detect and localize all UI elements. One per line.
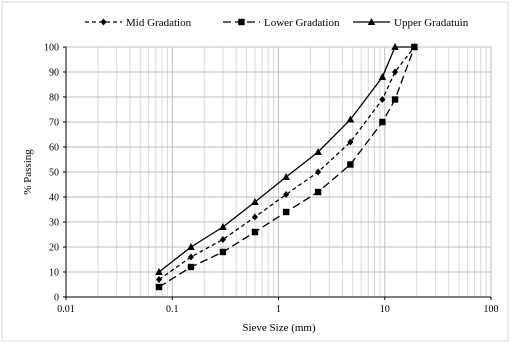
- series-line: [158, 46, 415, 273]
- data-point-diamond: [283, 191, 290, 198]
- data-point-triangle: [251, 198, 259, 205]
- data-point-square: [379, 118, 386, 126]
- y-tick-label: 10: [49, 268, 59, 279]
- series-2: [155, 43, 419, 275]
- data-point-diamond: [251, 213, 258, 221]
- data-point-square: [187, 263, 195, 271]
- axis-layer: 0.01 0.1 1 10 100 0 10 20 30 40 50 60 70 80 90 100: [44, 43, 499, 316]
- legend-item: Mid Gradation: [85, 17, 192, 29]
- data-point-triangle: [314, 148, 322, 155]
- data-point-square: [251, 228, 259, 236]
- y-tick-label: 70: [49, 118, 59, 129]
- legend-label: Mid Gradation: [126, 17, 192, 29]
- y-tick-label: 100: [44, 43, 59, 54]
- data-point-triangle: [282, 173, 290, 180]
- legend: Mid Gradation Lower Gradation Upper Gradat…: [85, 17, 469, 29]
- series-line: [158, 46, 415, 281]
- x-tick-label: 0.01: [57, 304, 75, 315]
- data-point-square: [238, 18, 245, 26]
- data-point-square: [347, 161, 354, 168]
- data-point-square: [282, 208, 290, 216]
- data-point-diamond: [187, 253, 194, 261]
- y-tick-label: 80: [49, 93, 59, 104]
- y-tick-label: 0: [54, 293, 59, 304]
- data-point-triangle: [219, 223, 227, 230]
- data-point-triangle: [367, 18, 376, 25]
- data-point-diamond: [219, 236, 226, 243]
- y-tick-label: 40: [49, 193, 59, 204]
- data-point-square: [314, 188, 322, 196]
- data-point-diamond: [347, 138, 354, 146]
- x-tick-label: 10: [380, 304, 390, 315]
- legend-item: Lower Gradation: [223, 17, 340, 29]
- x-tick-label: 100: [484, 304, 499, 315]
- legend-item: Upper Gradatuin: [353, 17, 469, 29]
- x-tick-label: 1: [276, 304, 281, 315]
- data-point-triangle: [378, 73, 387, 80]
- data-point-triangle: [346, 115, 355, 123]
- data-point-triangle: [155, 268, 163, 275]
- y-tick-label: 50: [49, 168, 59, 179]
- series-line: [158, 46, 416, 288]
- x-axis-title: Sieve Size (mm): [242, 322, 316, 334]
- data-point-triangle: [187, 243, 195, 250]
- x-tick-label: 0.1: [166, 304, 179, 315]
- data-point-square: [155, 283, 163, 291]
- y-tick-label: 20: [49, 243, 59, 254]
- y-tick-label: 90: [49, 68, 59, 79]
- data-point-diamond: [100, 18, 107, 26]
- data-point-triangle: [410, 43, 419, 50]
- y-tick-label: 30: [49, 218, 59, 229]
- y-tick-label: 60: [49, 143, 59, 154]
- data-point-diamond: [379, 96, 386, 103]
- legend-label: Lower Gradation: [264, 17, 340, 29]
- series-layer: [155, 43, 419, 291]
- data-point-diamond: [315, 168, 322, 176]
- data-point-triangle: [391, 43, 399, 50]
- y-axis-title: % Passing: [22, 149, 34, 195]
- data-point-diamond: [155, 276, 162, 283]
- legend-label: Upper Gradatuin: [394, 17, 469, 29]
- data-point-square: [219, 248, 227, 256]
- data-point-diamond: [392, 68, 399, 76]
- data-point-square: [391, 96, 399, 103]
